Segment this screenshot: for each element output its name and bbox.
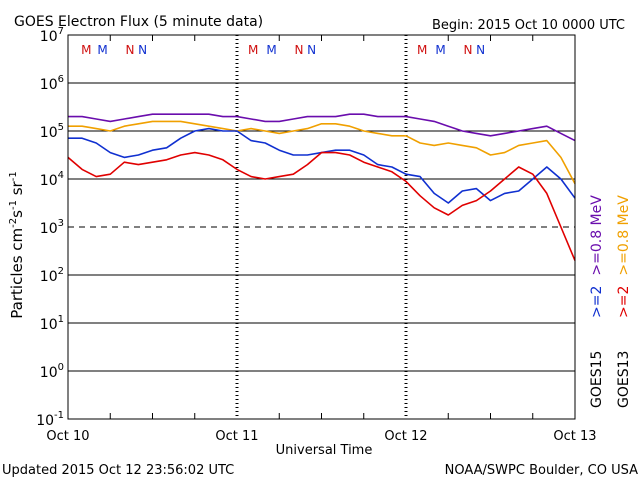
y-tick-base: 10 [40, 125, 58, 141]
marker-label: N [476, 43, 485, 57]
x-axis-label: Universal Time [276, 443, 373, 458]
y-tick-exponent: 6 [58, 74, 64, 85]
y-tick-exponent: -1 [54, 410, 64, 421]
legend-energies: >=2 >=0.8 MeV [589, 195, 605, 318]
grid-lines [68, 82, 575, 372]
y-label-exp3: -1 [8, 171, 19, 181]
y-tick-exponent: 3 [58, 218, 64, 229]
legend-satellite: GOES15 [589, 351, 605, 408]
plot-frame [67, 34, 576, 420]
marker-label: M [97, 43, 107, 57]
y-tick-label: 104 [40, 170, 64, 189]
y-tick-label: 103 [40, 218, 64, 237]
y-label-exp2: -1 [8, 200, 19, 210]
x-tick-labels: Oct 10 Oct 11 Oct 12 Oct 13 [46, 429, 596, 444]
y-tick-label: 10-1 [36, 410, 64, 429]
y-tick-base: 10 [40, 365, 58, 381]
series-line-3 [67, 151, 576, 261]
y-label-base: Particles cm [8, 228, 26, 319]
series-lines [67, 113, 576, 261]
legend-column: GOES13 >=2 >=0.8 MeV [616, 195, 632, 408]
y-tick-label: 105 [40, 122, 64, 141]
y-tick-label: 106 [40, 74, 64, 93]
legend-entry: >=0.8 MeV [589, 195, 605, 276]
marker-label: M [417, 43, 427, 57]
y-tick-label: 101 [40, 314, 64, 333]
y-tick-base: 10 [40, 77, 58, 93]
y-label-exp1: -2 [8, 218, 19, 228]
marker-label: N [294, 43, 303, 57]
y-label-sr: sr [8, 180, 26, 200]
legend-column: GOES15 >=2 >=0.8 MeV [589, 195, 605, 408]
y-tick-base: 10 [36, 413, 54, 429]
legend-entry: >=0.8 MeV [616, 195, 632, 276]
marker-label: N [307, 43, 316, 57]
legend: GOES15 >=2 >=0.8 MeV GOES13 >=2 >=0.8 MeV [589, 195, 632, 408]
y-tick-base: 10 [40, 173, 58, 189]
data-source-label: NOAA/SWPC Boulder, CO USA [445, 463, 638, 478]
y-tick-exponent: 5 [58, 122, 64, 133]
marker-label: M [435, 43, 445, 57]
series-line-1 [68, 120, 576, 185]
y-tick-base: 10 [40, 317, 58, 333]
legend-satellite: GOES13 [616, 351, 632, 408]
y-label-s: s [8, 210, 26, 218]
x-tick-label: Oct 11 [215, 429, 258, 444]
marker-label: M [81, 43, 91, 57]
series-line-2 [68, 127, 576, 204]
x-tick-label: Oct 10 [46, 429, 89, 444]
y-tick-exponent: 4 [58, 170, 64, 181]
legend-entry: >=2 [589, 286, 605, 318]
y-tick-exponent: 1 [58, 314, 64, 325]
y-tick-base: 10 [40, 221, 58, 237]
y-tick-label: 102 [40, 266, 64, 285]
updated-timestamp: Updated 2015 Oct 12 23:56:02 UTC [2, 463, 234, 478]
y-tick-base: 10 [40, 29, 58, 45]
marker-label: M [248, 43, 258, 57]
y-axis-label: Particles cm-2s-1 sr-1 [8, 171, 26, 318]
y-tick-exponent: 2 [58, 266, 64, 277]
y-tick-base: 10 [40, 269, 58, 285]
y-tick-exponent: 7 [58, 26, 64, 37]
marker-label: N [138, 43, 147, 57]
marker-label: N [463, 43, 472, 57]
series-line-0 [68, 113, 576, 142]
legend-energies: >=2 >=0.8 MeV [616, 195, 632, 318]
x-tick-label: Oct 12 [384, 429, 427, 444]
y-tick-exponent: 0 [58, 362, 64, 373]
legend-entry: >=2 [616, 286, 632, 318]
y-tick-label: 107 [40, 26, 64, 45]
y-tick-label: 100 [40, 362, 64, 381]
x-tick-marks [109, 35, 534, 419]
marker-label: N [125, 43, 134, 57]
chart-title: GOES Electron Flux (5 minute data) [14, 14, 263, 30]
begin-time-label: Begin: 2015 Oct 10 0000 UTC [432, 18, 625, 33]
x-tick-label: Oct 13 [553, 429, 596, 444]
marker-label: M [266, 43, 276, 57]
